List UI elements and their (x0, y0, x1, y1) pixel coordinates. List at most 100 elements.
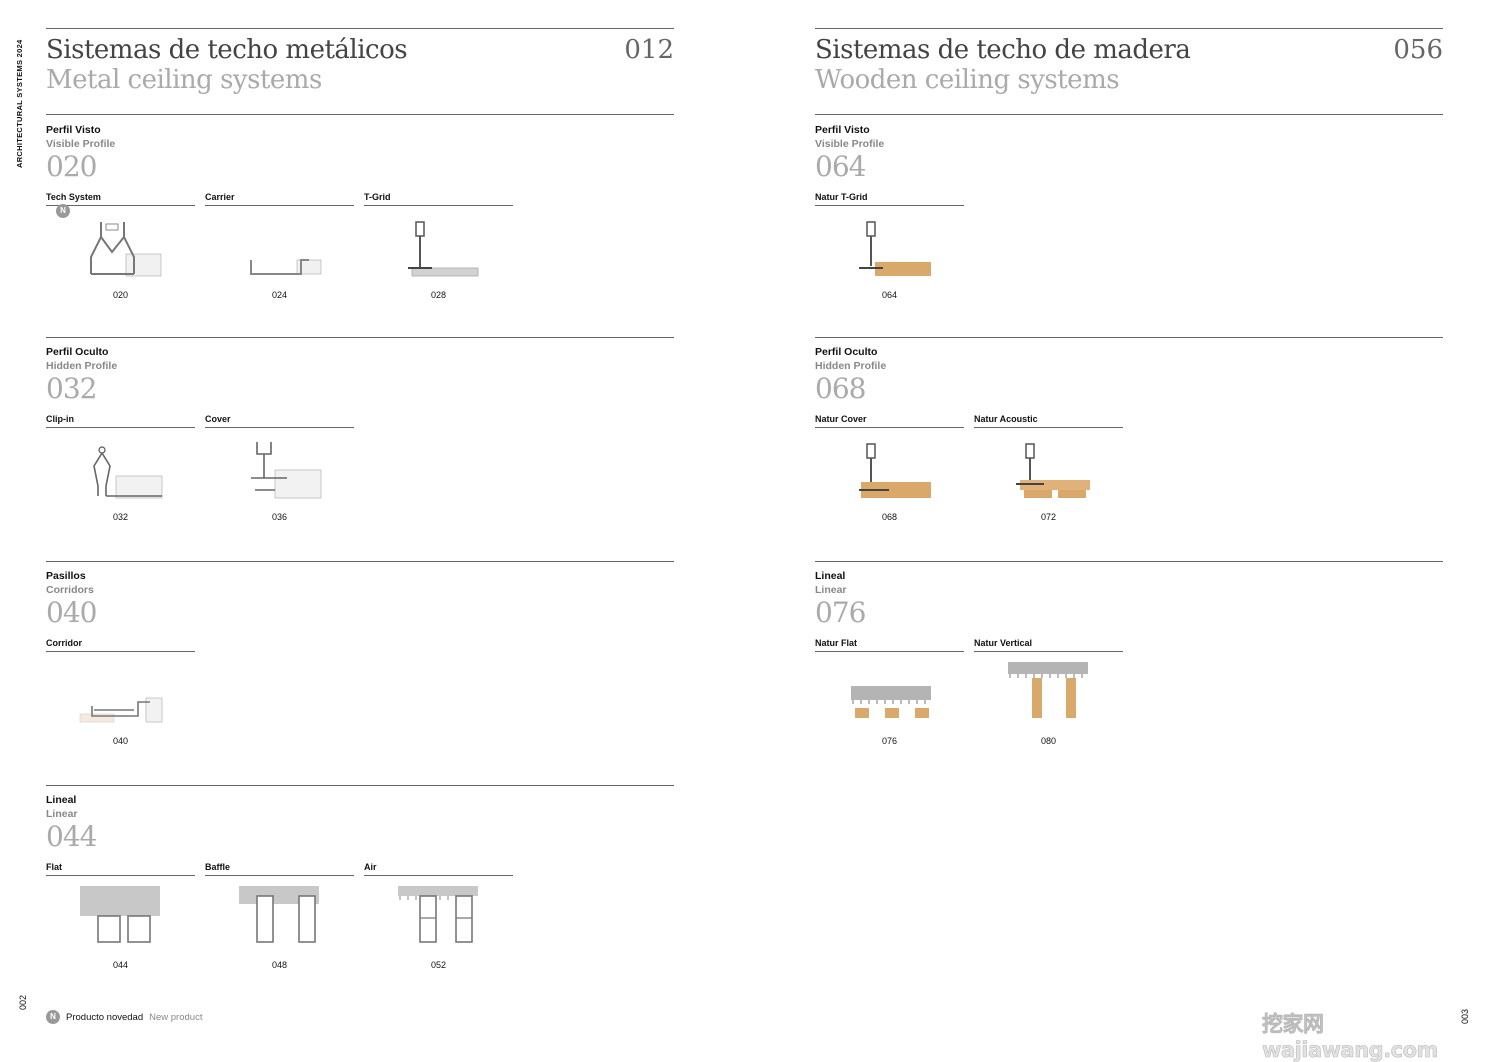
section-title-en: Linear (815, 584, 847, 596)
product-list: Flat 044 Baffle 048 Air (46, 862, 674, 1002)
section-title-en: Visible Profile (46, 138, 116, 150)
product-clip-in[interactable]: Clip-in 032 (46, 414, 195, 554)
section-page[interactable]: 044 (46, 820, 97, 853)
product-code: 028 (430, 290, 447, 300)
product-natur-flat[interactable]: Natur Flat 076 (815, 638, 964, 778)
product-name: Clip-in (46, 414, 195, 428)
watermark: 挖家网 wajiawang.com (1262, 1012, 1439, 1062)
new-product-badge: N (46, 1010, 60, 1024)
product-code: 040 (112, 736, 129, 746)
product-name: Natur Acoustic (974, 414, 1123, 428)
section-title-en: Hidden Profile (815, 360, 887, 372)
section-page-number: 012 (624, 35, 674, 65)
product-name: Natur Vertical (974, 638, 1123, 652)
section-title-es: Perfil Visto (46, 124, 101, 136)
section-title-en: Hidden Profile (46, 360, 118, 372)
product-code: 052 (430, 960, 447, 970)
section-title-es: Pasillos (46, 570, 86, 582)
product-code: 072 (1040, 512, 1057, 522)
baffle-profile-drawing (239, 886, 319, 943)
product-carrier[interactable]: Carrier 024 (205, 192, 354, 332)
natur-t-grid-profile-drawing (859, 221, 931, 276)
product-list: Tech System N 020 Carrier 024 T-Grid (46, 192, 674, 332)
section-page-number: 056 (1393, 35, 1443, 65)
section-linear: Lineal Linear 044 Flat 044 Baffle (46, 785, 674, 1009)
section-page[interactable]: 068 (815, 372, 866, 405)
carrier-profile-drawing (250, 259, 322, 275)
corridor-profile-drawing (79, 697, 163, 723)
product-code: 044 (112, 960, 129, 970)
section-title-es: Lineal (46, 794, 77, 806)
section-linear: Lineal Linear 076 Natur Flat 076 Natur V… (815, 561, 1443, 785)
section-visible-profile: Perfil Visto Visible Profile 020 Tech Sy… (46, 116, 674, 339)
metal-ceiling-column: Sistemas de techo metálicos Metal ceilin… (46, 28, 674, 970)
section-title-en: Linear (46, 808, 78, 820)
section-page[interactable]: 076 (815, 596, 866, 629)
t-grid-profile-drawing (408, 221, 479, 277)
product-corridor[interactable]: Corridor 040 (46, 638, 195, 778)
product-code: 048 (271, 960, 288, 970)
side-label: ARCHITECTURAL SYSTEMS 2024 (13, 30, 29, 170)
title-es: Sistemas de techo metálicos (46, 35, 408, 65)
product-name: Natur T-Grid (815, 192, 964, 206)
section-corridors: Pasillos Corridors 040 Corridor 040 (46, 561, 674, 785)
section-page[interactable]: 032 (46, 372, 97, 405)
air-profile-drawing (398, 886, 478, 943)
clip-in-profile-drawing (93, 446, 163, 499)
product-name: Carrier (205, 192, 354, 206)
product-name: Natur Cover (815, 414, 964, 428)
tech-system-profile-drawing (90, 222, 162, 277)
product-baffle[interactable]: Baffle 048 (205, 862, 354, 1002)
product-code: 064 (881, 290, 898, 300)
product-code: 068 (881, 512, 898, 522)
product-list: Natur Cover 068 Natur Acoustic (815, 414, 1443, 554)
product-list: Clip-in 032 Cover 036 (46, 414, 674, 554)
column-header: Sistemas de techo de madera Wooden ceili… (815, 28, 1443, 115)
product-flat[interactable]: Flat 044 (46, 862, 195, 1002)
product-list: Natur T-Grid 064 (815, 192, 1443, 332)
natur-vertical-profile-drawing (1008, 662, 1088, 718)
product-code: 076 (881, 736, 898, 746)
section-title-en: Visible Profile (815, 138, 885, 150)
section-visible-profile: Perfil Visto Visible Profile 064 Natur T… (815, 116, 1443, 339)
product-air[interactable]: Air 052 (364, 862, 513, 1002)
product-tech-system[interactable]: Tech System N 020 (46, 192, 195, 332)
product-code: 020 (112, 290, 129, 300)
product-natur-acoustic[interactable]: Natur Acoustic 072 (974, 414, 1123, 554)
product-natur-vertical[interactable]: Natur Vertical 080 (974, 638, 1123, 778)
page-number-left: 002 (18, 994, 28, 1010)
section-title-en: Corridors (46, 584, 94, 596)
section-page[interactable]: 020 (46, 150, 97, 183)
product-name: Cover (205, 414, 354, 428)
section-title-es: Lineal (815, 570, 846, 582)
legend-text-es: Producto novedad (66, 1011, 144, 1023)
section-page[interactable]: 064 (815, 150, 866, 183)
product-name: Corridor (46, 638, 195, 652)
natur-flat-profile-drawing (851, 686, 931, 718)
section-hidden-profile: Perfil Oculto Hidden Profile 068 Natur C… (815, 337, 1443, 561)
section-page[interactable]: 040 (46, 596, 97, 629)
section-hidden-profile: Perfil Oculto Hidden Profile 032 Clip-in… (46, 337, 674, 561)
new-product-badge: N (56, 204, 70, 218)
product-list: Corridor 040 (46, 638, 674, 778)
product-natur-t-grid[interactable]: Natur T-Grid 064 (815, 192, 964, 332)
title-es: Sistemas de techo de madera (815, 35, 1191, 65)
title-en: Wooden ceiling systems (815, 65, 1120, 95)
product-natur-cover[interactable]: Natur Cover 068 (815, 414, 964, 554)
wooden-ceiling-column: Sistemas de techo de madera Wooden ceili… (815, 28, 1443, 746)
product-cover[interactable]: Cover 036 (205, 414, 354, 554)
product-name: Natur Flat (815, 638, 964, 652)
product-name: Air (364, 862, 513, 876)
product-t-grid[interactable]: T-Grid 028 (364, 192, 513, 332)
product-code: 032 (112, 512, 129, 522)
section-title-es: Perfil Visto (815, 124, 870, 136)
section-title-es: Perfil Oculto (815, 346, 878, 358)
product-code: 080 (1040, 736, 1057, 746)
catalog-label: ARCHITECTURAL SYSTEMS 2024 (15, 39, 24, 168)
column-header: Sistemas de techo metálicos Metal ceilin… (46, 28, 674, 115)
product-name: T-Grid (364, 192, 513, 206)
flat-profile-drawing (80, 886, 160, 943)
cover-profile-drawing (251, 442, 322, 499)
product-list: Natur Flat 076 Natur Vertical (815, 638, 1443, 778)
product-code: 036 (271, 512, 288, 522)
